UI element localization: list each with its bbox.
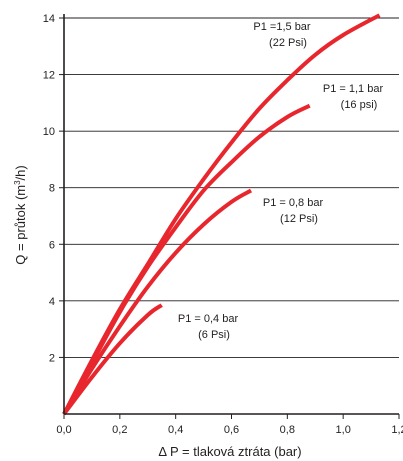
x-tick-label: 0,2 <box>112 424 127 436</box>
curves <box>62 13 381 416</box>
grid-lines <box>64 17 399 358</box>
series-label-4-psi: (6 Psi) <box>198 329 230 341</box>
y-axis-title-end: /h) <box>13 165 28 180</box>
series-labels: P1 =1,5 bar (22 Psi) P1 = 1,1 bar (16 psi) P… <box>178 21 384 341</box>
axes <box>59 14 400 419</box>
y-tick-label: 12 <box>43 70 55 82</box>
series-label-2-psi: (16 psi) <box>341 99 378 111</box>
series-line-3 <box>62 188 253 416</box>
series-label-4-pressure: P1 = 0,4 bar <box>178 313 239 325</box>
y-axis-title-sup: 3 <box>13 180 22 185</box>
series-label-1-pressure: P1 =1,5 bar <box>253 21 311 33</box>
series-label-1-psi: (22 Psi) <box>269 37 307 49</box>
x-tick-label: 0,8 <box>280 424 295 436</box>
y-tick-label: 2 <box>49 352 55 364</box>
x-tick-label: 0,0 <box>56 424 71 436</box>
y-tick-label: 10 <box>43 126 55 138</box>
y-tick-label: 8 <box>49 183 55 195</box>
x-tick-label: 0,6 <box>224 424 239 436</box>
y-axis-title-main: Q = průtok (m <box>13 185 28 265</box>
tick-labels: 0,0 0,2 0,4 0,6 0,8 1,0 1,2 2 4 6 8 10 12 14 <box>43 13 403 436</box>
y-tick-label: 6 <box>49 239 55 251</box>
x-tick-label: 1,0 <box>336 424 351 436</box>
series-line-4 <box>62 303 163 416</box>
series-label-2-pressure: P1 = 1,1 bar <box>323 83 384 95</box>
series-line-2 <box>62 103 311 415</box>
y-tick-label: 4 <box>49 296 55 308</box>
x-axis-title: Δ P = tlaková ztráta (bar) <box>158 444 301 459</box>
y-axis-title: Q = průtok (m3/h) <box>13 165 28 264</box>
x-tick-label: 0,4 <box>168 424 183 436</box>
x-tick-label: 1,2 <box>391 424 403 436</box>
series-label-3-pressure: P1 = 0,8 bar <box>263 197 324 209</box>
series-label-3-psi: (12 Psi) <box>280 213 318 225</box>
y-tick-label: 14 <box>43 13 55 25</box>
